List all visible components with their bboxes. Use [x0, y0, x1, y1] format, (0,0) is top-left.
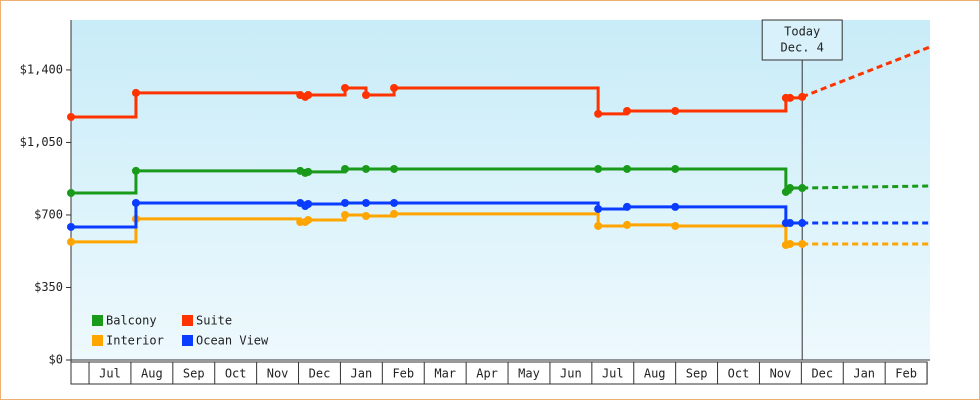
legend-swatch: [92, 315, 103, 326]
y-tick-label: $700: [34, 207, 63, 221]
x-tick-label: Oct: [225, 367, 247, 381]
x-tick-label: Sep: [183, 367, 205, 381]
x-tick-label: Aug: [644, 367, 666, 381]
point: [671, 106, 680, 115]
point: [361, 212, 370, 221]
projection-line: [801, 45, 931, 99]
point: [131, 198, 140, 207]
point: [623, 202, 632, 211]
point: [361, 198, 370, 207]
point: [304, 91, 313, 100]
projection-line: [802, 184, 931, 190]
x-tick-label: Jan: [351, 367, 373, 381]
point: [390, 83, 399, 92]
point: [304, 199, 313, 208]
point: [304, 215, 313, 224]
x-tick-label: Jul: [602, 367, 624, 381]
point: [131, 88, 140, 97]
point: [671, 221, 680, 230]
x-tick-label: Jul: [99, 367, 121, 381]
point: [786, 93, 795, 102]
point: [786, 239, 795, 248]
x-tick-label: Mar: [434, 367, 456, 381]
x-tick-label: Dec: [811, 367, 833, 381]
legend-swatch: [182, 335, 193, 346]
point: [623, 106, 632, 115]
point: [67, 112, 75, 121]
point: [671, 202, 680, 211]
point: [67, 222, 75, 231]
point: [798, 184, 807, 193]
point: [798, 219, 807, 228]
x-tick-label: Dec: [309, 367, 331, 381]
x-tick-label: Nov: [770, 367, 792, 381]
point: [341, 164, 350, 173]
x-tick-label: Feb: [895, 367, 917, 381]
point: [361, 91, 370, 100]
point: [623, 164, 632, 173]
point: [341, 210, 350, 219]
point: [390, 209, 399, 218]
point: [67, 189, 75, 198]
x-tick-label: Oct: [728, 367, 750, 381]
point: [671, 164, 680, 173]
legend-swatch: [92, 335, 103, 346]
point: [594, 221, 603, 230]
legend-label: Ocean View: [196, 334, 269, 348]
legend-label: Balcony: [106, 314, 157, 328]
y-tick-label: $1,400: [20, 62, 63, 76]
legend-swatch: [182, 315, 193, 326]
today-label: Today: [784, 25, 820, 39]
point: [798, 92, 807, 101]
point: [341, 83, 350, 92]
x-tick-label: Jun: [560, 367, 582, 381]
x-tick-label: Nov: [267, 367, 289, 381]
point: [304, 167, 313, 176]
x-tick-label: Apr: [476, 367, 498, 381]
point: [623, 220, 632, 229]
y-tick-label: $0: [49, 353, 63, 367]
x-tick-label: Jan: [853, 367, 875, 381]
point: [131, 166, 140, 175]
point: [786, 184, 795, 193]
point: [361, 164, 370, 173]
x-tick-label: Feb: [392, 367, 414, 381]
point: [594, 164, 603, 173]
x-tick-label: Sep: [686, 367, 708, 381]
point: [67, 237, 75, 246]
y-tick-label: $350: [34, 280, 63, 294]
point: [798, 239, 807, 248]
point: [341, 198, 350, 207]
point: [390, 164, 399, 173]
x-tick-label: Aug: [141, 367, 163, 381]
point: [594, 204, 603, 213]
point: [390, 198, 399, 207]
point: [786, 219, 795, 228]
today-label: Dec. 4: [781, 41, 824, 55]
y-tick-label: $1,050: [20, 135, 63, 149]
legend-label: Suite: [196, 314, 232, 328]
point: [594, 109, 603, 118]
x-tick-label: May: [518, 367, 540, 381]
legend-label: Interior: [106, 334, 164, 348]
today-box: [761, 19, 843, 61]
